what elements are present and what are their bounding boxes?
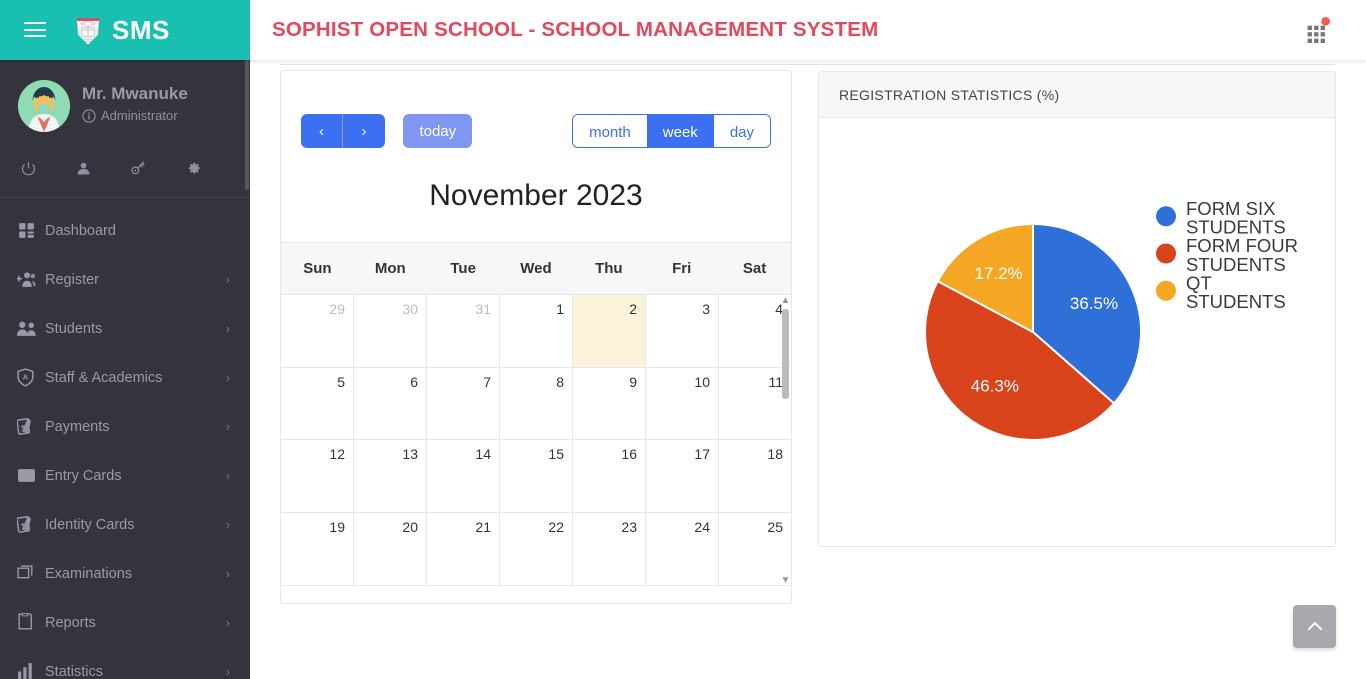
svg-text:A: A: [23, 373, 29, 382]
svg-text:17.2%: 17.2%: [974, 264, 1022, 283]
svg-text:STUDENTS: STUDENTS: [1186, 291, 1286, 312]
svg-text:36.5%: 36.5%: [1070, 294, 1118, 313]
svg-text:46.3%: 46.3%: [971, 377, 1019, 396]
